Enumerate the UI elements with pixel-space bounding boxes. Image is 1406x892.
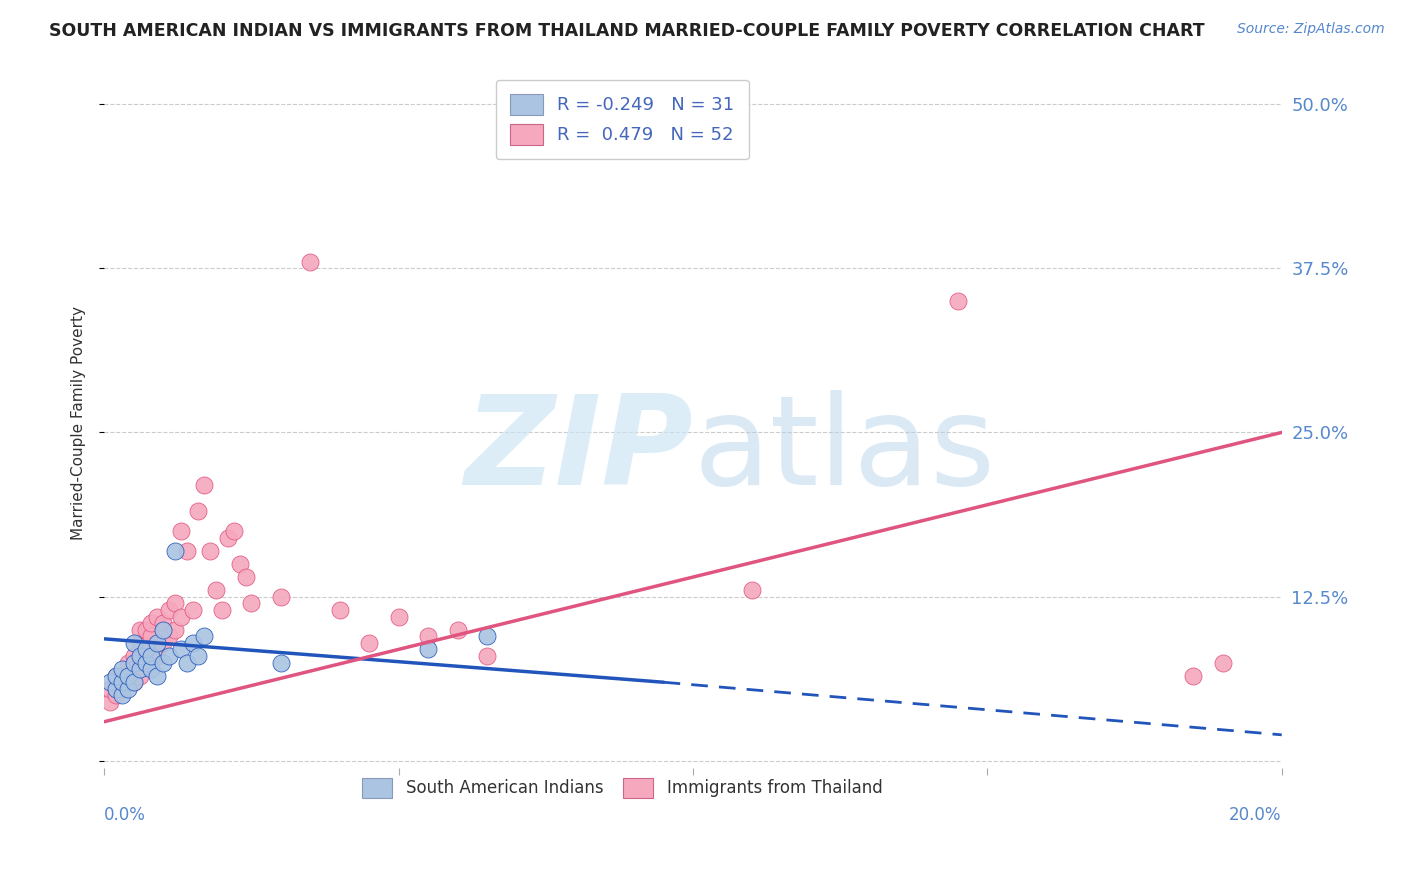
Point <box>146 609 169 624</box>
Text: 0.0%: 0.0% <box>104 805 146 823</box>
Point <box>416 629 439 643</box>
Point <box>105 668 128 682</box>
Point <box>163 543 186 558</box>
Point <box>446 623 468 637</box>
Point <box>141 662 163 676</box>
Point <box>128 662 150 676</box>
Point <box>111 675 134 690</box>
Point <box>1182 668 1205 682</box>
Point <box>176 543 198 558</box>
Point <box>105 681 128 696</box>
Point <box>98 675 121 690</box>
Text: atlas: atlas <box>693 390 995 511</box>
Point <box>128 636 150 650</box>
Point <box>187 648 209 663</box>
Point <box>122 675 145 690</box>
Point <box>134 642 156 657</box>
Point <box>111 681 134 696</box>
Point <box>141 629 163 643</box>
Text: 20.0%: 20.0% <box>1229 805 1282 823</box>
Point <box>117 681 139 696</box>
Point <box>141 648 163 663</box>
Point <box>122 656 145 670</box>
Point <box>200 543 222 558</box>
Point <box>134 623 156 637</box>
Point <box>98 681 121 696</box>
Point <box>193 629 215 643</box>
Point <box>152 656 174 670</box>
Point <box>181 603 204 617</box>
Point <box>170 609 193 624</box>
Point <box>359 636 381 650</box>
Point <box>270 656 292 670</box>
Legend: South American Indians, Immigrants from Thailand: South American Indians, Immigrants from … <box>356 772 889 805</box>
Point <box>475 648 498 663</box>
Point <box>388 609 411 624</box>
Point <box>105 668 128 682</box>
Point <box>163 596 186 610</box>
Point <box>176 656 198 670</box>
Point <box>163 623 186 637</box>
Point <box>170 642 193 657</box>
Point <box>228 557 250 571</box>
Point <box>122 662 145 676</box>
Point <box>475 629 498 643</box>
Point <box>1212 656 1234 670</box>
Point <box>111 689 134 703</box>
Point <box>741 583 763 598</box>
Point <box>128 623 150 637</box>
Point <box>217 531 239 545</box>
Point <box>152 616 174 631</box>
Point <box>170 524 193 538</box>
Point <box>117 675 139 690</box>
Point <box>235 570 257 584</box>
Point <box>181 636 204 650</box>
Point <box>134 642 156 657</box>
Point <box>105 689 128 703</box>
Point <box>117 668 139 682</box>
Point <box>299 254 322 268</box>
Point <box>205 583 228 598</box>
Point <box>329 603 352 617</box>
Point <box>111 668 134 682</box>
Point <box>134 656 156 670</box>
Point <box>122 636 145 650</box>
Point <box>157 629 180 643</box>
Point <box>146 636 169 650</box>
Point <box>193 478 215 492</box>
Point <box>128 668 150 682</box>
Point <box>157 603 180 617</box>
Point <box>157 648 180 663</box>
Point <box>111 662 134 676</box>
Y-axis label: Married-Couple Family Poverty: Married-Couple Family Poverty <box>72 306 86 540</box>
Point <box>117 656 139 670</box>
Point <box>152 636 174 650</box>
Point <box>416 642 439 657</box>
Point <box>122 675 145 690</box>
Point <box>222 524 245 538</box>
Point <box>187 504 209 518</box>
Point <box>240 596 263 610</box>
Point <box>98 695 121 709</box>
Point <box>146 648 169 663</box>
Text: SOUTH AMERICAN INDIAN VS IMMIGRANTS FROM THAILAND MARRIED-COUPLE FAMILY POVERTY : SOUTH AMERICAN INDIAN VS IMMIGRANTS FROM… <box>49 22 1205 40</box>
Point <box>946 293 969 308</box>
Point <box>152 623 174 637</box>
Point <box>270 590 292 604</box>
Point <box>122 648 145 663</box>
Point <box>211 603 233 617</box>
Point <box>146 668 169 682</box>
Point <box>141 616 163 631</box>
Text: Source: ZipAtlas.com: Source: ZipAtlas.com <box>1237 22 1385 37</box>
Text: ZIP: ZIP <box>464 390 693 511</box>
Point <box>128 648 150 663</box>
